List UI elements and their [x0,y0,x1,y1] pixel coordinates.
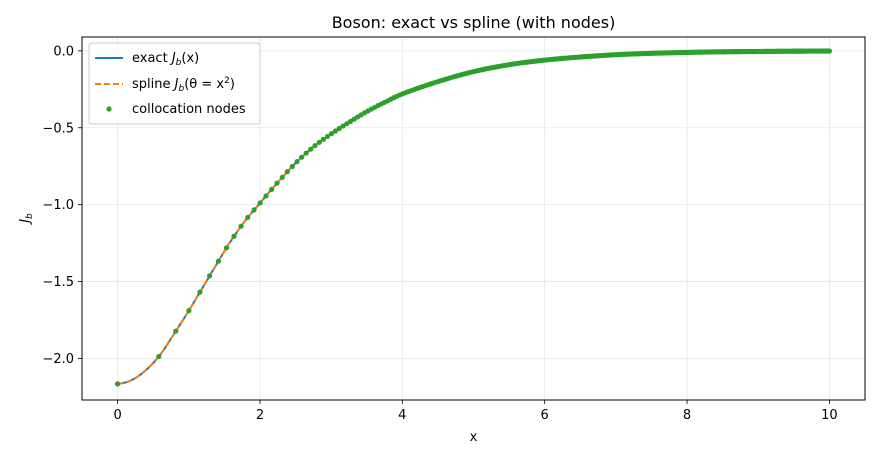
collocation-node [257,200,263,206]
x-tick-label: 0 [113,408,121,423]
plot-frame [81,36,866,401]
collocation-node [308,146,314,152]
collocation-node [231,233,237,239]
x-ticks: 0 2 4 6 8 10 [113,400,838,423]
collocation-node [826,48,833,54]
x-axis-label: x [470,430,478,445]
y-axis-label-symbol: J [18,219,33,226]
legend: exact Jb(x) spline Jb(θ = x2) collocatio… [88,42,261,125]
legend-nodes-swatch [106,106,112,112]
collocation-node [207,273,213,279]
legend-spline-superscript: 2 [224,76,230,86]
x-tick-label: 2 [256,408,264,423]
collocation-node [279,174,285,180]
legend-spline-symbol: J [172,77,179,92]
collocation-node [173,328,179,334]
legend-spline-label: spline Jb(θ = x2) [132,76,235,94]
collocation-node [114,381,121,387]
x-tick-label: 6 [541,408,549,423]
collocation-node [238,223,244,229]
legend-spline-prefix: spline [132,77,175,92]
collocation-node [324,133,331,140]
collocation-node [312,143,318,149]
x-tick-label: 8 [683,408,691,423]
y-tick-label: 0.0 [53,44,74,59]
y-ticks: 0.0 −0.5 −1.0 −1.5 −2.0 [42,44,82,367]
collocation-node [215,258,222,264]
collocation-node [332,128,339,134]
legend-nodes-label: collocation nodes [132,102,246,117]
collocation-node [294,159,300,165]
collocation-node [251,207,257,213]
collocation-node [274,180,280,186]
collocation-node [269,186,275,192]
legend-exact-prefix: exact [132,51,172,66]
collocation-node [284,169,290,175]
collocation-node [336,125,342,132]
collocation-node [197,289,203,295]
legend-exact-rest: (x) [181,51,199,66]
x-tick-label: 4 [398,408,406,423]
collocation-node [316,139,322,145]
legend-spline-subscript: b [178,84,184,94]
y-axis-label: Jb [18,213,35,226]
collocation-node [263,193,269,199]
legend-box [88,42,261,125]
y-axis-label-subscript: b [25,213,35,219]
collocation-node [245,214,251,221]
legend-exact-subscript: b [176,58,182,68]
legend-spline-end: ) [230,77,235,92]
nodes-layer [114,48,833,387]
legend-exact-symbol: J [169,51,176,66]
chart-title: Boson: exact vs spline (with nodes) [332,13,616,32]
x-tick-label: 10 [821,408,838,423]
legend-spline-rest: (θ = x [184,77,224,92]
legend-exact-label: exact Jb(x) [132,51,199,68]
collocation-node [299,154,305,160]
y-tick-label: −1.0 [42,198,74,213]
collocation-node [328,131,335,137]
y-tick-label: −2.0 [42,352,74,367]
collocation-node [303,150,309,156]
y-tick-label: −1.5 [42,275,74,290]
collocation-node [156,353,162,360]
collocation-node [320,136,327,142]
collocation-node [223,245,230,251]
collocation-node [289,163,295,170]
collocation-node [340,123,346,129]
collocation-node [186,308,192,314]
y-tick-label: −0.5 [42,121,74,136]
